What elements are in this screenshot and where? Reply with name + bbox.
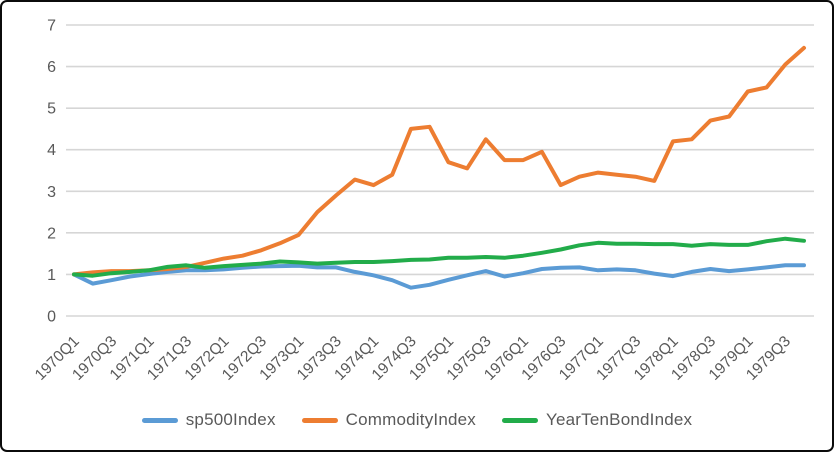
series-line-yeartenbondindex	[72, 236, 806, 278]
chart-legend: sp500Index CommodityIndex YearTenBondInd…	[2, 410, 832, 430]
y-axis-tick-label: 5	[47, 101, 56, 118]
y-axis-tick-label: 1	[47, 267, 56, 284]
y-axis-tick-label: 7	[47, 18, 56, 35]
legend-label-commodityindex: CommodityIndex	[345, 410, 476, 429]
yeartenbondindex-line-swatch	[502, 417, 538, 423]
legend-label-yeartenbondindex: YearTenBondIndex	[546, 410, 693, 429]
legend-item-commodityindex: CommodityIndex	[301, 410, 476, 430]
y-axis-tick-label: 6	[47, 59, 56, 76]
y-axis-tick-label: 4	[47, 142, 56, 159]
y-axis-tick-label: 0	[47, 309, 56, 326]
series-line-sp500index	[72, 263, 806, 290]
y-axis-tick-label: 2	[47, 225, 56, 242]
legend-item-sp500index: sp500Index	[141, 410, 276, 430]
y-axis-tick-label: 3	[47, 184, 56, 201]
commodityindex-line-swatch	[301, 417, 338, 423]
legend-label-sp500index: sp500Index	[185, 410, 276, 429]
sp500index-line-swatch	[141, 417, 178, 423]
series-line-commodityindex	[72, 45, 806, 277]
legend-item-yeartenbondindex: YearTenBondIndex	[502, 410, 692, 430]
